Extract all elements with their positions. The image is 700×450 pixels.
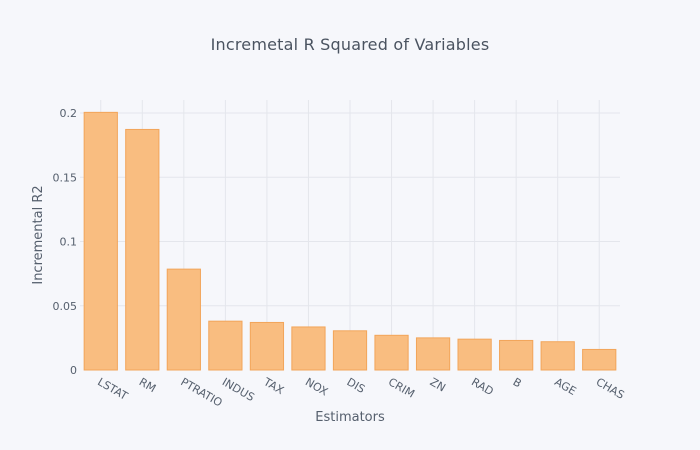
x-tick-label: ZN: [428, 375, 448, 394]
x-tick-label: CRIM: [386, 375, 417, 400]
bar-ptratio[interactable]: [166, 268, 201, 371]
bar-lstat[interactable]: [83, 111, 118, 371]
x-tick-label: RAD: [469, 375, 496, 398]
x-tick-label: LSTAT: [95, 375, 130, 403]
y-tick-label: 0.1: [60, 236, 78, 249]
bar-nox[interactable]: [291, 326, 326, 371]
y-axis-title: Incremental R2: [31, 185, 46, 284]
x-tick-label: AGE: [552, 375, 578, 398]
bar-b[interactable]: [499, 339, 534, 371]
x-tick-label: CHAS: [594, 375, 627, 401]
y-axis-ticks: 0 0.05 0.1 0.15 0.2: [53, 107, 78, 377]
x-tick-label: NOX: [303, 375, 330, 398]
x-tick-label: RM: [137, 375, 158, 395]
x-tick-label: DIS: [345, 375, 368, 396]
y-tick-label: 0: [70, 364, 77, 377]
x-axis-title: Estimators: [315, 410, 385, 425]
x-tick-label: PTRATIO: [178, 375, 224, 409]
bar-crim[interactable]: [374, 334, 409, 371]
bar-dis[interactable]: [332, 330, 368, 371]
y-tick-label: 0.15: [53, 171, 78, 184]
bar-indus[interactable]: [208, 320, 243, 371]
chart-title: Incremetal R Squared of Variables: [211, 35, 490, 54]
x-tick-label: TAX: [261, 375, 287, 397]
x-tick-label: B: [511, 375, 524, 390]
bar-zn[interactable]: [415, 337, 451, 371]
gridlines: [80, 100, 620, 370]
bar-age[interactable]: [540, 341, 575, 371]
y-tick-label: 0.2: [60, 107, 78, 120]
y-tick-label: 0.05: [53, 300, 78, 313]
bars: [83, 111, 617, 371]
bar-rm[interactable]: [125, 128, 160, 371]
bar-tax[interactable]: [249, 321, 285, 371]
bar-chas[interactable]: [582, 348, 617, 371]
x-tick-label: INDUS: [220, 375, 257, 404]
bar-rad[interactable]: [457, 338, 492, 371]
